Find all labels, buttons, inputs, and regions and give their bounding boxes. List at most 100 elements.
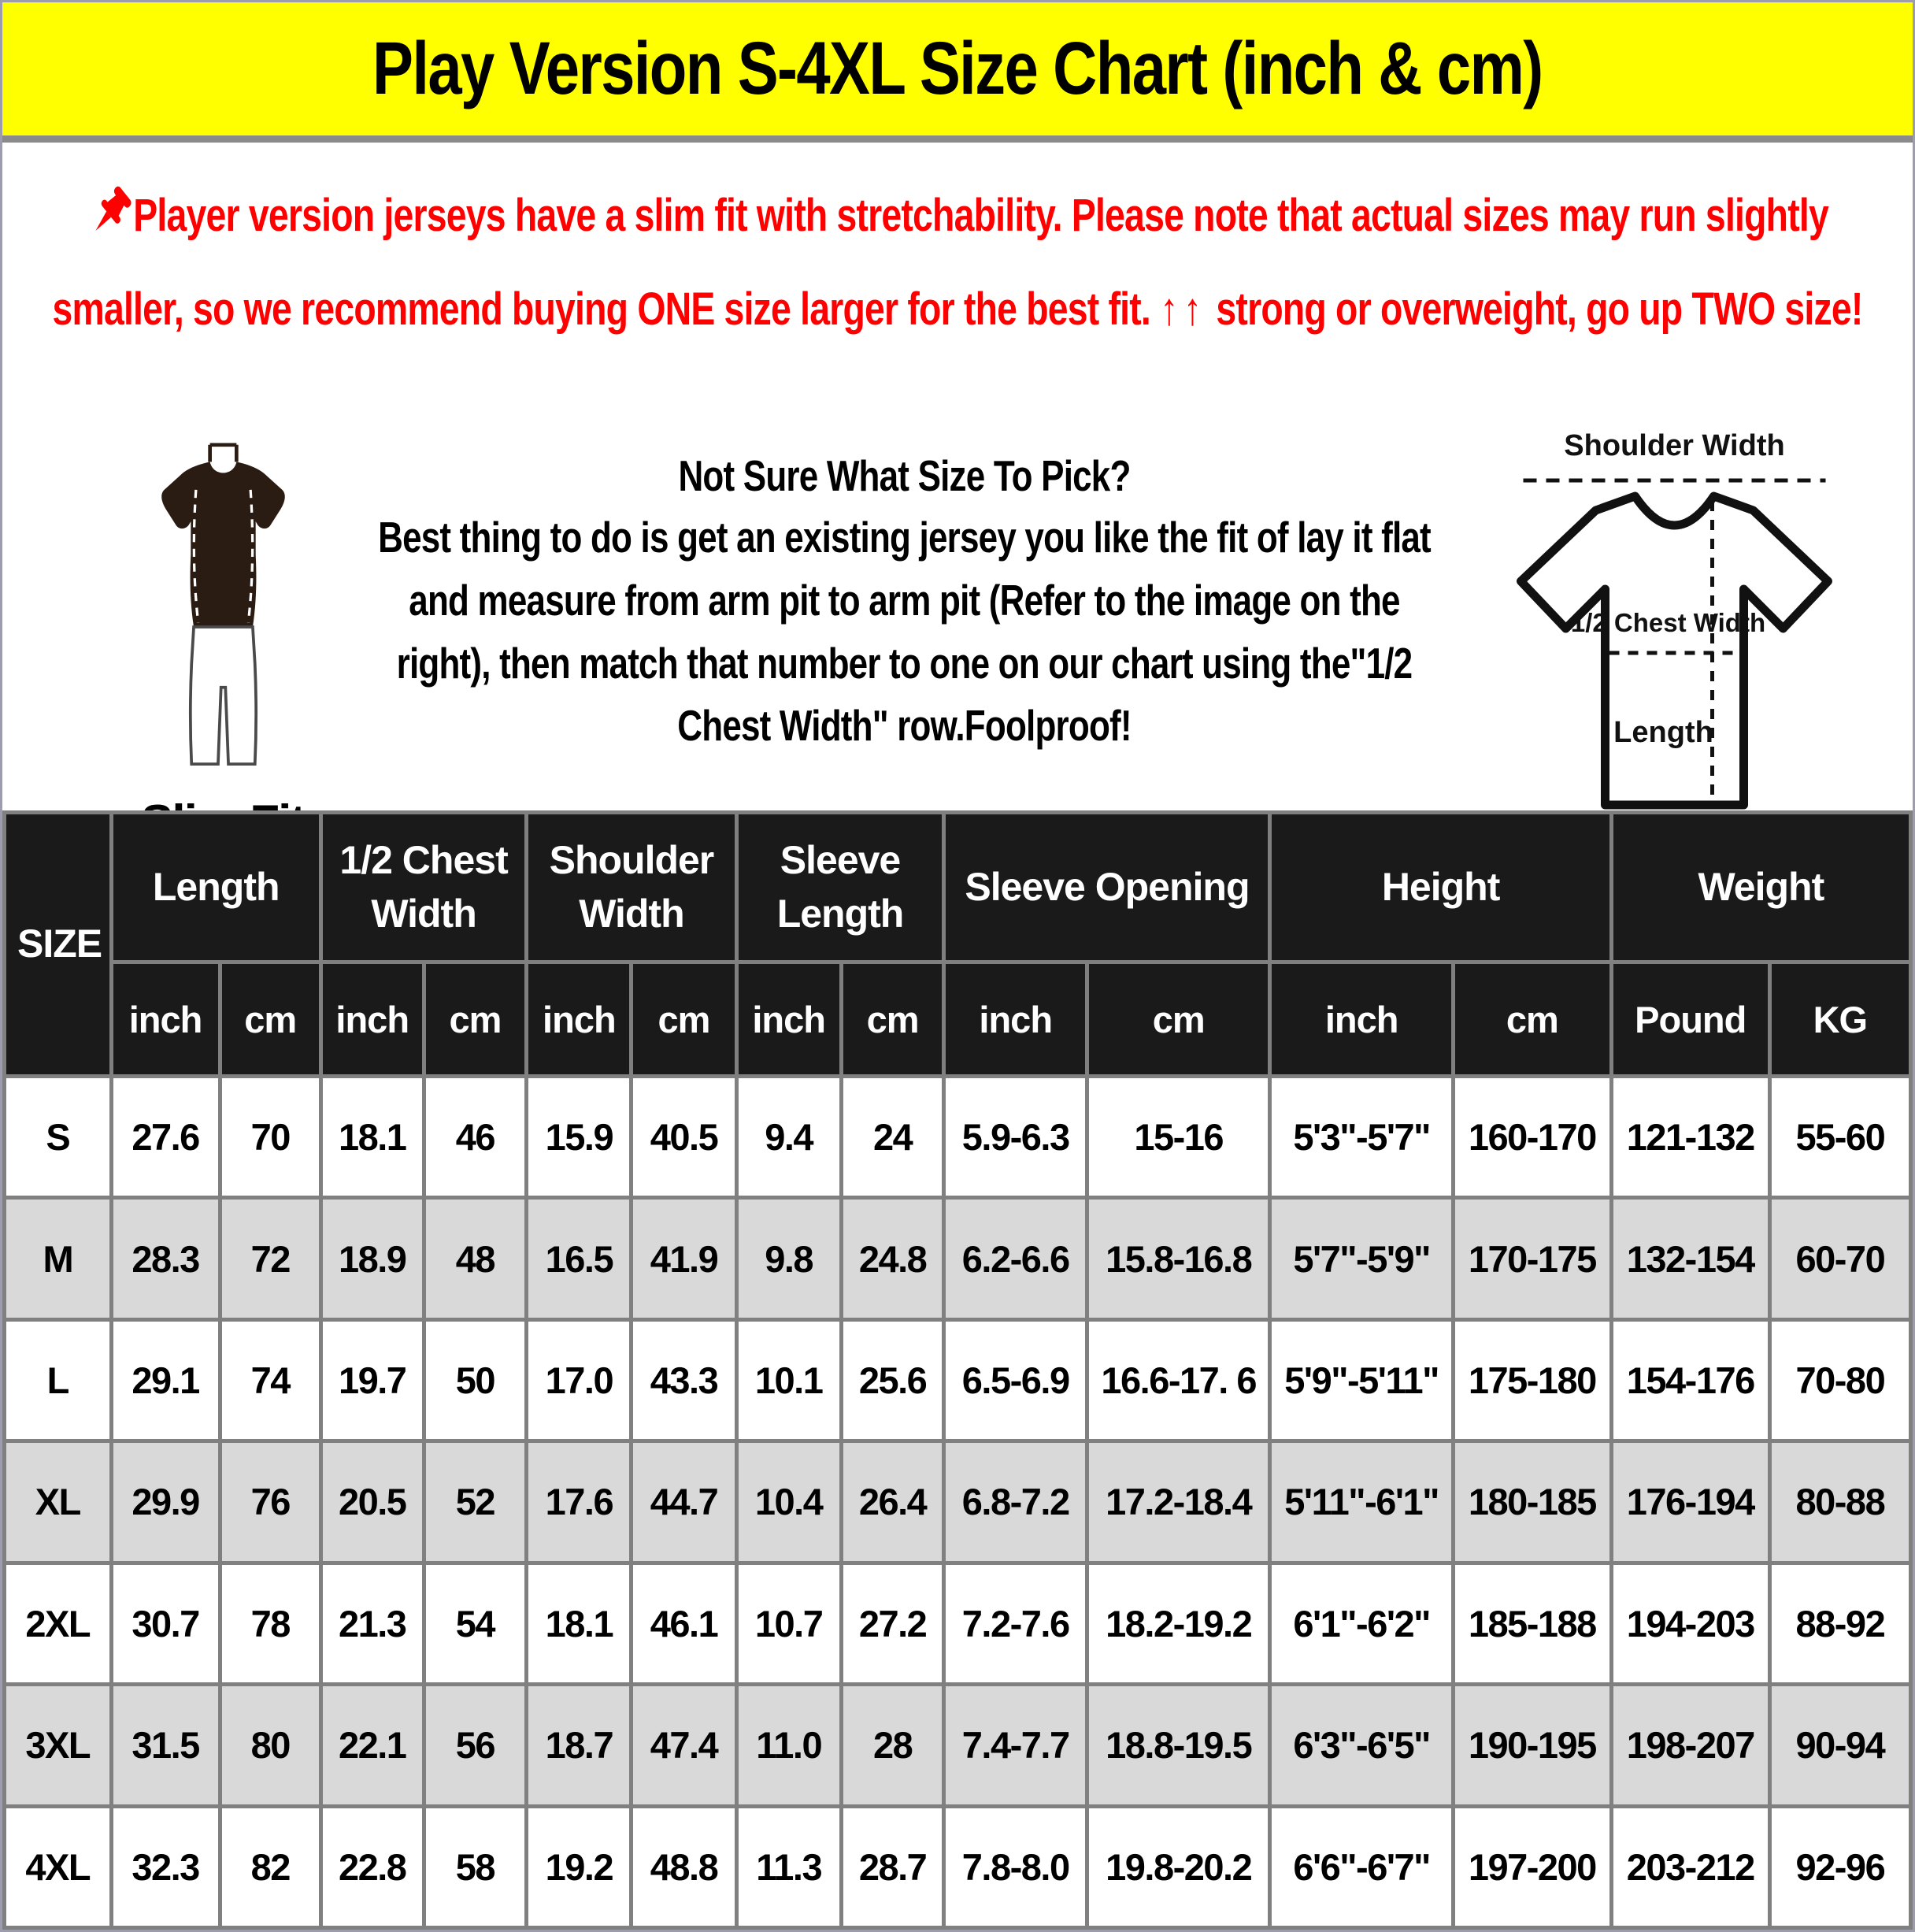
table-cell: 48.8	[629, 1804, 739, 1930]
table-cell: 18.9	[318, 1196, 426, 1322]
table-cell: 176-194	[1609, 1439, 1772, 1565]
col-group-sleeve-length: Sleeve Length	[734, 810, 946, 964]
pushpin-icon	[87, 180, 133, 239]
table-cell: 43.3	[629, 1317, 739, 1444]
size-help-heading: Not Sure What Size To Pick?	[678, 451, 1131, 500]
row-size-label: XL	[2, 1439, 113, 1565]
slim-fit-figure-icon	[161, 443, 285, 766]
table-cell: 11.0	[734, 1682, 843, 1808]
row-size-label: 4XL	[2, 1804, 113, 1930]
diagram-shoulder-width-label: Shoulder Width	[1564, 429, 1784, 462]
table-cell: 10.4	[734, 1439, 843, 1565]
table-cell: 121-132	[1609, 1074, 1772, 1200]
up-arrows-icon: ↑↑	[1160, 283, 1207, 335]
table-cell: 29.9	[109, 1439, 222, 1565]
table-cell: 41.9	[629, 1196, 739, 1322]
table-cell: 19.2	[524, 1804, 634, 1930]
table-row-xl: XL 29.9 76 20.5 52 17.6 44.7 10.4 26.4 6…	[2, 1439, 1913, 1565]
table-cell: 50	[421, 1317, 529, 1444]
unit-header: inch	[109, 960, 222, 1078]
unit-header: inch	[734, 960, 843, 1078]
table-cell: 18.1	[524, 1560, 634, 1687]
table-cell: 88-92	[1767, 1560, 1913, 1687]
table-cell: 78	[217, 1560, 323, 1687]
table-row-l: L 29.1 74 19.7 50 17.0 43.3 10.1 25.6 6.…	[2, 1317, 1913, 1444]
table-cell: 29.1	[109, 1317, 222, 1444]
unit-header: inch	[318, 960, 426, 1078]
table-cell: 27.2	[839, 1560, 946, 1687]
table-cell: 28	[839, 1682, 946, 1808]
middle-section: Slim Fit Not Sure What Size To Pick? Bes…	[2, 414, 1913, 850]
unit-header: KG	[1767, 960, 1913, 1078]
table-cell: 24	[839, 1074, 946, 1200]
table-cell: 6.5-6.9	[942, 1317, 1089, 1444]
table-cell: 6.2-6.6	[942, 1196, 1089, 1322]
table-cell: 198-207	[1609, 1682, 1772, 1808]
col-group-chest-width: 1/2 Chest Width	[318, 810, 529, 964]
table-cell: 6'3"-6'5"	[1268, 1682, 1455, 1808]
table-cell: 28.7	[839, 1804, 946, 1930]
unit-header: cm	[217, 960, 323, 1078]
col-group-length: Length	[109, 810, 323, 964]
unit-header: cm	[629, 960, 739, 1078]
row-size-label: 2XL	[2, 1560, 113, 1687]
table-cell: 190-195	[1450, 1682, 1613, 1808]
table-cell: 22.8	[318, 1804, 426, 1930]
slim-fit-block: Slim Fit	[105, 422, 341, 851]
table-cell: 203-212	[1609, 1804, 1772, 1930]
table-cell: 28.3	[109, 1196, 222, 1322]
table-cell: 170-175	[1450, 1196, 1613, 1322]
table-cell: 9.4	[734, 1074, 843, 1200]
table-cell: 44.7	[629, 1439, 739, 1565]
table-cell: 58	[421, 1804, 529, 1930]
row-size-label: M	[2, 1196, 113, 1322]
unit-header: inch	[942, 960, 1089, 1078]
table-cell: 197-200	[1450, 1804, 1613, 1930]
table-cell: 55-60	[1767, 1074, 1913, 1200]
table-cell: 26.4	[839, 1439, 946, 1565]
table-cell: 80-88	[1767, 1439, 1913, 1565]
notice-text-tail: strong or overweight, go up TWO size!	[1216, 283, 1863, 335]
table-cell: 5'7"-5'9"	[1268, 1196, 1455, 1322]
tshirt-diagram-block: Shoulder Width 1/2 Chest Width Length	[1460, 422, 1889, 820]
tshirt-measurement-diagram-icon: Shoulder Width 1/2 Chest Width Length	[1517, 429, 1832, 810]
size-table: SIZE Length 1/2 Chest Width Shoulder Wid…	[2, 810, 1913, 1930]
table-cell: 154-176	[1609, 1317, 1772, 1444]
table-row-2xl: 2XL 30.7 78 21.3 54 18.1 46.1 10.7 27.2 …	[2, 1560, 1913, 1687]
table-cell: 82	[217, 1804, 323, 1930]
table-cell: 22.1	[318, 1682, 426, 1808]
table-cell: 92-96	[1767, 1804, 1913, 1930]
unit-header: cm	[421, 960, 529, 1078]
size-table-section: SIZE Length 1/2 Chest Width Shoulder Wid…	[2, 810, 1913, 1930]
table-cell: 70	[217, 1074, 323, 1200]
table-cell: 60-70	[1767, 1196, 1913, 1322]
table-cell: 30.7	[109, 1560, 222, 1687]
table-group-header-row: SIZE Length 1/2 Chest Width Shoulder Wid…	[2, 810, 1913, 1078]
table-cell: 76	[217, 1439, 323, 1565]
size-help-body: Best thing to do is get an existing jers…	[378, 513, 1432, 751]
fit-notice-section: Player version jerseys have a slim fit w…	[2, 143, 1913, 414]
title-banner: Play Version S-4XL Size Chart (inch & cm…	[2, 2, 1913, 135]
table-cell: 7.8-8.0	[942, 1804, 1089, 1930]
table-cell: 40.5	[629, 1074, 739, 1200]
col-group-sleeve-opening: Sleeve Opening	[942, 810, 1272, 964]
table-cell: 46	[421, 1074, 529, 1200]
diagram-length-label: Length	[1613, 716, 1713, 749]
col-group-shoulder-width: Shoulder Width	[524, 810, 739, 964]
table-row-3xl: 3XL 31.5 80 22.1 56 18.7 47.4 11.0 28 7.…	[2, 1682, 1913, 1808]
row-size-label: S	[2, 1074, 113, 1200]
table-cell: 46.1	[629, 1560, 739, 1687]
table-cell: 7.2-7.6	[942, 1560, 1089, 1687]
banner-shadow-divider	[2, 135, 1913, 143]
table-cell: 132-154	[1609, 1196, 1772, 1322]
table-cell: 5'9"-5'11"	[1268, 1317, 1455, 1444]
table-cell: 16.5	[524, 1196, 634, 1322]
table-cell: 18.1	[318, 1074, 426, 1200]
table-cell: 32.3	[109, 1804, 222, 1930]
table-cell: 25.6	[839, 1317, 946, 1444]
table-cell: 90-94	[1767, 1682, 1913, 1808]
table-cell: 17.0	[524, 1317, 634, 1444]
size-column-header: SIZE	[2, 810, 113, 1078]
table-cell: 9.8	[734, 1196, 843, 1322]
table-cell: 24.8	[839, 1196, 946, 1322]
